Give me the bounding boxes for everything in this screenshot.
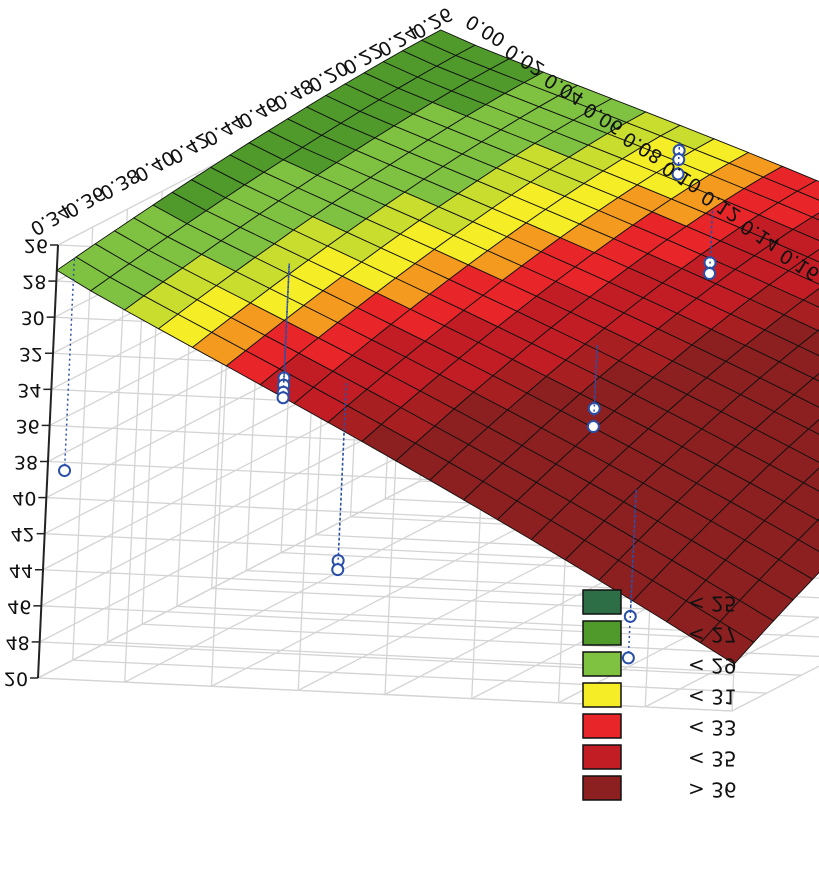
data-point: [331, 563, 345, 577]
z-tick-label: 30: [21, 307, 45, 329]
data-point: [586, 420, 600, 434]
data-point: [621, 651, 635, 665]
grid-line: [72, 227, 94, 661]
z-tick-label: 26: [24, 235, 48, 257]
legend-label: < 31: [688, 685, 737, 709]
residual-line: [627, 489, 637, 658]
z-tick-label: 34: [17, 379, 41, 401]
z-tick-label: 46: [7, 595, 31, 617]
legend-label: < 29: [688, 654, 737, 678]
legend-swatch: [582, 744, 622, 770]
surface-cell: [806, 248, 819, 263]
grid-line: [37, 480, 421, 679]
z-tick-label: 32: [19, 343, 43, 365]
data-point: [58, 464, 72, 478]
legend-label: > 36: [688, 778, 737, 802]
legend-swatch: [582, 589, 622, 615]
residual-line: [592, 345, 598, 427]
residual-line: [63, 258, 76, 471]
grid-line: [731, 665, 819, 712]
legend-label: < 33: [688, 716, 737, 740]
legend-swatch: [582, 651, 622, 677]
observed-points: [58, 141, 717, 665]
legend-swatch: [582, 620, 622, 646]
z-tick-label: 20: [4, 668, 28, 690]
residual-line: [629, 489, 637, 617]
legend-label: < 25: [688, 592, 737, 616]
z-tick-label: 36: [16, 415, 40, 437]
legend: < 25 < 27 < 29 < 31 < 33 < 35 > 36: [582, 589, 737, 802]
residual-line: [593, 345, 598, 409]
grid-line: [41, 408, 424, 607]
z-tick-label: 28: [22, 271, 46, 293]
data-point: [671, 167, 685, 181]
legend-swatch: [582, 713, 622, 739]
grid-line: [644, 616, 819, 708]
data-point: [703, 267, 717, 281]
response-surface: [55, 29, 819, 665]
z-tick-label: 38: [14, 451, 38, 473]
grid-line: [124, 249, 146, 683]
residual-line: [336, 383, 348, 570]
z-tick-label: 48: [6, 631, 30, 653]
surface-cell: [420, 29, 476, 56]
surface-cell: [812, 372, 819, 382]
residual-line: [282, 263, 291, 398]
legend-swatch: [582, 682, 622, 708]
data-point: [276, 391, 290, 405]
legend-swatch: [582, 775, 622, 801]
z-tick-label: 44: [9, 559, 33, 581]
grid-line: [39, 444, 422, 643]
surface-cell: [807, 418, 819, 435]
residual-line: [282, 263, 291, 386]
z-tick-label: 42: [11, 523, 35, 545]
legend-label: < 27: [688, 623, 737, 647]
residual-line: [708, 208, 714, 274]
legend-label: < 35: [688, 747, 737, 771]
data-point: [672, 153, 686, 167]
data-point: [587, 401, 601, 415]
surface-cell: [811, 212, 819, 221]
z-tick-label: 40: [12, 487, 36, 509]
grid-line: [124, 484, 508, 683]
